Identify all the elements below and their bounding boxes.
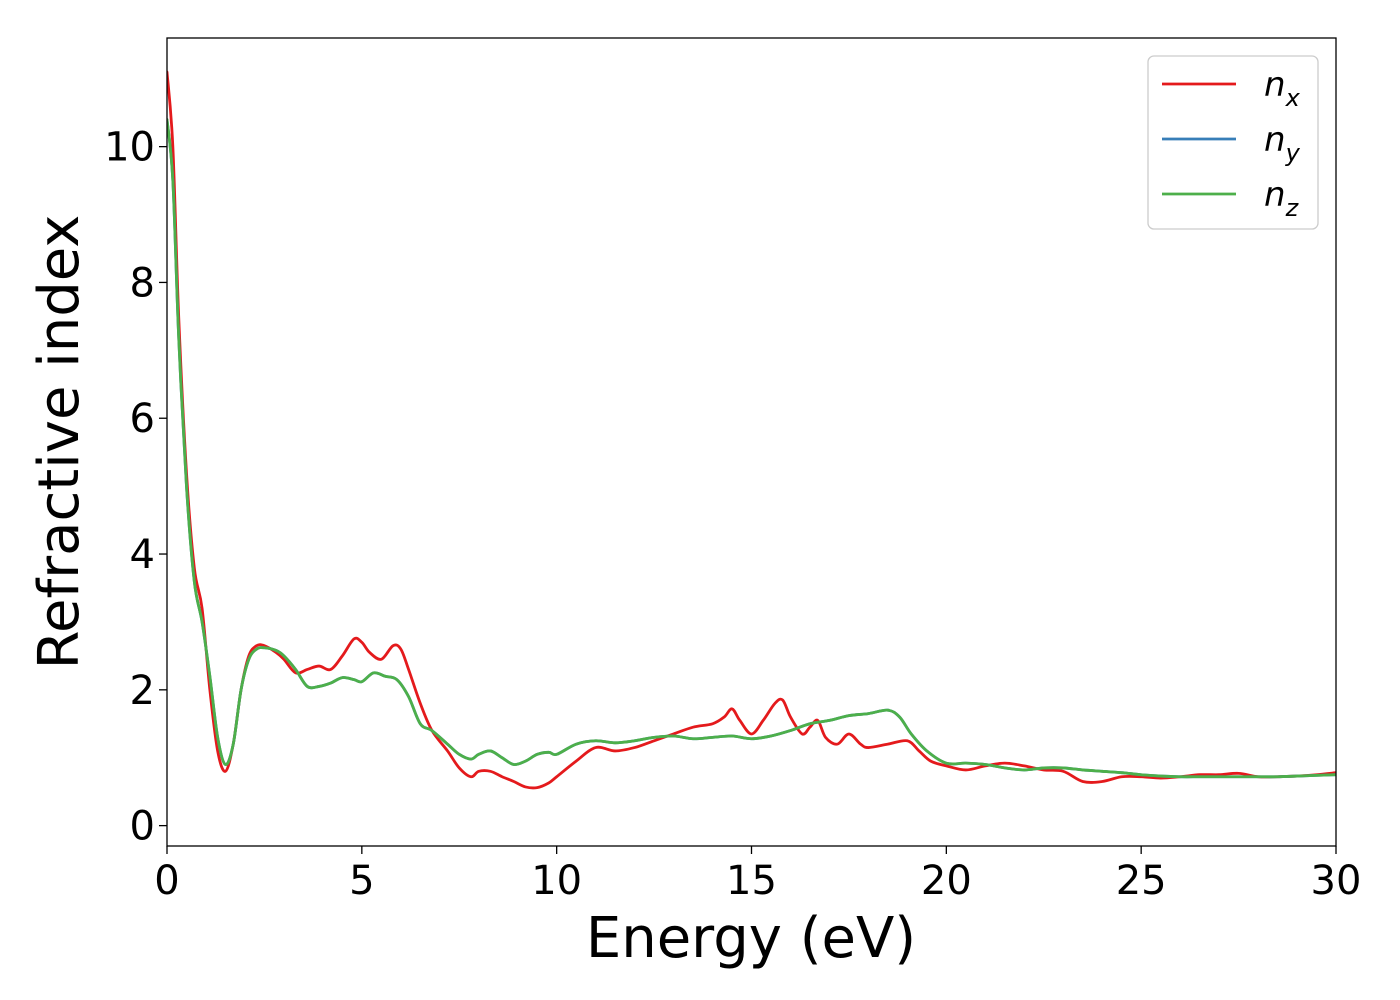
x-tick-label: 25 bbox=[1116, 858, 1167, 904]
x-tick-label: 30 bbox=[1311, 858, 1362, 904]
x-axis: 0 5 10 15 20 25 30 bbox=[154, 846, 1361, 904]
series-line-n-z bbox=[167, 118, 1336, 779]
y-axis: 0 2 4 6 8 10 bbox=[104, 125, 167, 850]
x-tick-label: 5 bbox=[349, 858, 374, 904]
y-tick-label: 4 bbox=[130, 532, 155, 578]
y-tick-label: 0 bbox=[130, 804, 155, 850]
x-tick-label: 0 bbox=[154, 858, 179, 904]
legend-label-z: nz bbox=[1264, 175, 1300, 222]
y-tick-label: 8 bbox=[130, 260, 155, 306]
x-tick-label: 20 bbox=[921, 858, 972, 904]
x-tick-label: 15 bbox=[726, 858, 777, 904]
legend-label-x: nx bbox=[1264, 65, 1301, 112]
y-axis-title: Refractive index bbox=[27, 215, 92, 670]
legend-label-y: ny bbox=[1264, 120, 1301, 167]
x-tick-label: 10 bbox=[531, 858, 582, 904]
series-layer bbox=[167, 70, 1336, 790]
legend-box bbox=[1147, 55, 1319, 230]
y-tick-label: 10 bbox=[104, 125, 155, 171]
y-tick-label: 6 bbox=[130, 396, 155, 442]
y-tick-label: 2 bbox=[130, 668, 155, 714]
x-axis-title: Energy (eV) bbox=[586, 906, 916, 971]
legend: nx ny nz bbox=[1147, 55, 1319, 230]
